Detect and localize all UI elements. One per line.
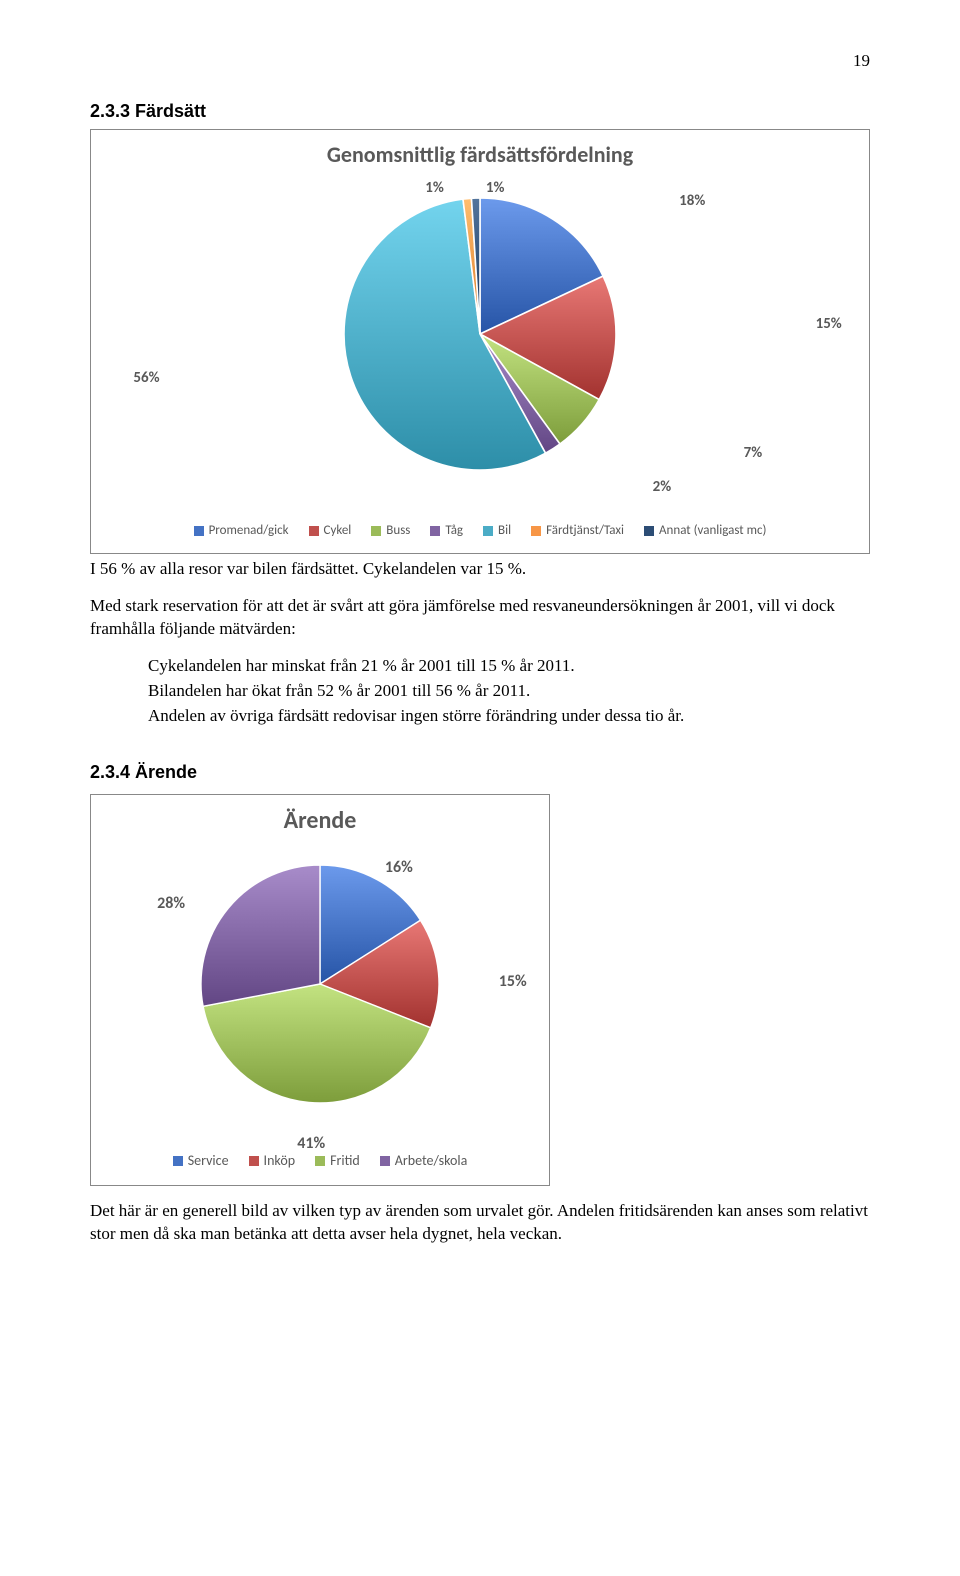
legend-item: Cykel <box>309 522 352 540</box>
legend-swatch <box>173 1156 183 1166</box>
pie-chart-arende <box>180 844 460 1124</box>
legend-fardsatt: Promenad/gick Cykel Buss Tåg Bil Färdtjänst/T… <box>101 522 859 540</box>
para-fardsatt-reservation: Med stark reservation för att det är svå… <box>90 595 870 641</box>
legend-label: Buss <box>386 522 410 540</box>
legend-item: Bil <box>483 522 511 540</box>
bullet-bilandel: Bilandelen har ökat från 52 % år 2001 ti… <box>148 680 870 703</box>
legend-label: Inköp <box>264 1152 296 1171</box>
legend-label: Promenad/gick <box>209 522 289 540</box>
para-arende: Det här är en generell bild av vilken ty… <box>90 1200 870 1246</box>
bullets-matvarden: Cykelandelen har minskat från 21 % år 20… <box>148 655 870 728</box>
legend-swatch <box>531 526 541 536</box>
chart-arende: Ärende 16% 28% 15% 41% Service Inköp Fritid Ar… <box>90 794 550 1185</box>
legend-item: Arbete/skola <box>380 1152 468 1171</box>
legend-label: Cykel <box>324 522 352 540</box>
legend-item: Inköp <box>249 1152 296 1171</box>
bullet-cykelandel: Cykelandelen har minskat från 21 % år 20… <box>148 655 870 678</box>
legend-label: Annat (vanligast mc) <box>659 522 766 540</box>
legend-item: Fritid <box>315 1152 360 1171</box>
legend-swatch <box>430 526 440 536</box>
pct-label: 2% <box>653 477 672 497</box>
pct-label: 41% <box>297 1133 325 1155</box>
legend-label: Bil <box>498 522 511 540</box>
section-heading-arende: 2.3.4 Ärende <box>90 760 870 784</box>
legend-swatch <box>194 526 204 536</box>
pct-label: 56% <box>133 368 159 388</box>
legend-item: Buss <box>371 522 410 540</box>
legend-arende: Service Inköp Fritid Arbete/skola <box>101 1152 539 1171</box>
legend-swatch <box>309 526 319 536</box>
legend-item: Färdtjänst/Taxi <box>531 522 624 540</box>
chart-fardsatt: Genomsnittlig färdsättsfördelning 1% 1% 18… <box>90 129 870 554</box>
section-heading-fardsatt: 2.3.3 Färdsätt <box>90 99 870 123</box>
legend-swatch <box>644 526 654 536</box>
pct-label: 7% <box>744 443 763 463</box>
legend-swatch <box>315 1156 325 1166</box>
legend-swatch <box>371 526 381 536</box>
pct-label: 1% <box>486 177 505 197</box>
legend-label: Tåg <box>445 522 463 540</box>
legend-item: Service <box>173 1152 229 1171</box>
legend-label: Fritid <box>330 1152 360 1171</box>
legend-item: Promenad/gick <box>194 522 289 540</box>
legend-swatch <box>249 1156 259 1166</box>
legend-label: Arbete/skola <box>395 1152 468 1171</box>
chart-title-arende: Ärende <box>101 805 539 837</box>
legend-label: Service <box>188 1152 229 1171</box>
bullet-ovriga: Andelen av övriga färdsätt redovisar ing… <box>148 705 870 728</box>
pct-label: 1% <box>425 177 444 197</box>
legend-item: Annat (vanligast mc) <box>644 522 766 540</box>
pct-label: 15% <box>499 971 527 993</box>
legend-label: Färdtjänst/Taxi <box>546 522 624 540</box>
pct-label: 28% <box>157 893 185 915</box>
legend-item: Tåg <box>430 522 463 540</box>
pie-chart-fardsatt <box>320 174 640 494</box>
legend-swatch <box>483 526 493 536</box>
page-number: 19 <box>90 50 870 73</box>
para-fardsatt-intro: I 56 % av alla resor var bilen färdsätte… <box>90 558 870 581</box>
pct-label: 15% <box>816 313 842 333</box>
chart-title-fardsatt: Genomsnittlig färdsättsfördelning <box>101 140 859 170</box>
pct-label: 16% <box>385 857 413 879</box>
pct-label: 18% <box>679 191 705 211</box>
legend-swatch <box>380 1156 390 1166</box>
